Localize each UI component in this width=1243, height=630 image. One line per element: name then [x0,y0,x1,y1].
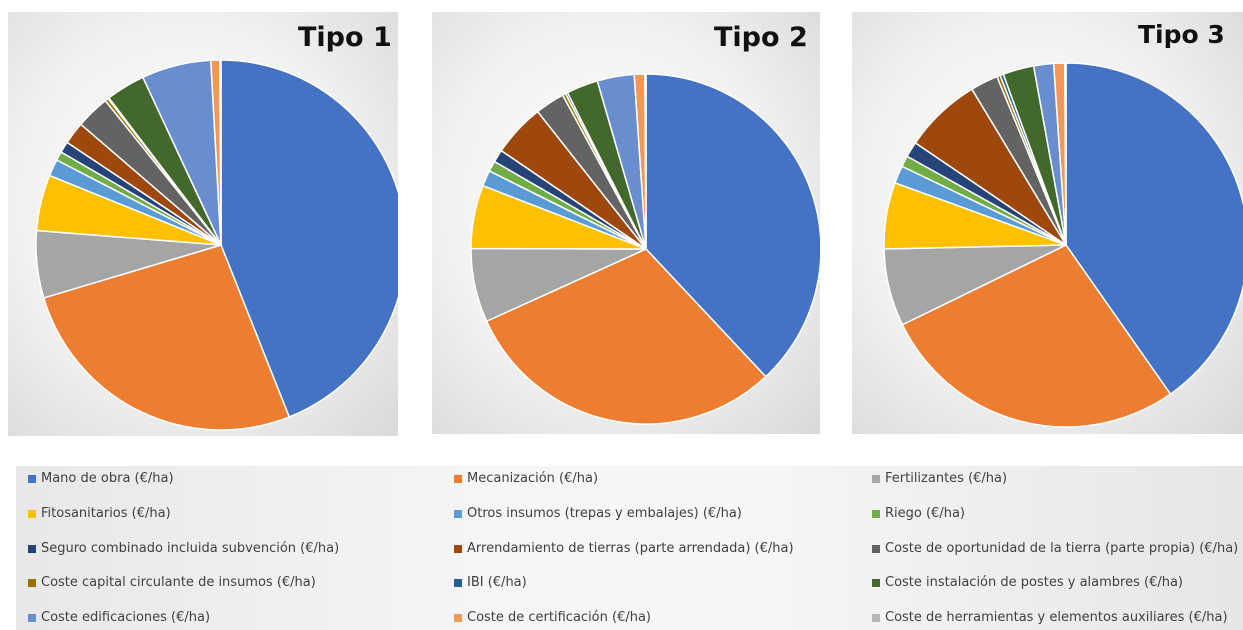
legend-label: Coste de oportunidad de la tierra (parte… [885,541,1239,556]
legend-label: Arrendamiento de tierras (parte arrendad… [467,541,794,556]
chart-title: Tipo 3 [1138,20,1225,49]
chart-panel-tipo-1: Tipo 1 [8,12,398,436]
legend-swatch [454,613,462,622]
pie-slice [219,59,222,246]
legend-item: Coste instalación de postes y alambres (… [872,575,1183,590]
legend-swatch [28,474,36,483]
legend-swatch [454,544,462,553]
legend-item: Fertilizantes (€/ha) [872,471,1007,486]
pie-slice [645,73,820,378]
chart-title: Tipo 2 [714,22,808,53]
legend-swatch [872,474,880,483]
legend-swatch [28,613,36,622]
pie-chart-tipo-2 [470,73,820,425]
legend-swatch [872,578,880,587]
legend-label: Riego (€/ha) [885,506,965,521]
pie-slice [1065,62,1243,395]
pie-chart-tipo-1 [35,59,398,431]
legend-label: Mano de obra (€/ha) [41,471,174,486]
legend-label: Fitosanitarios (€/ha) [41,506,171,521]
pie-slice [644,73,647,250]
legend-label: Seguro combinado incluida subvención (€/… [41,541,340,556]
legend-item: Seguro combinado incluida subvención (€/… [28,541,339,556]
legend-item: Coste edificaciones (€/ha) [28,610,210,625]
legend-label: Fertilizantes (€/ha) [885,471,1008,486]
legend-swatch [454,509,462,518]
legend-item: Riego (€/ha) [872,506,965,521]
legend-item: Coste capital circulante de insumos (€/h… [28,575,316,590]
pie-chart-tipo-3 [883,62,1243,428]
legend-item: Coste de oportunidad de la tierra (parte… [872,541,1238,556]
legend-label: Coste instalación de postes y alambres (… [885,575,1183,590]
legend-item: Coste de certificación (€/ha) [454,610,651,625]
legend-label: Coste de herramientas y elementos auxili… [885,610,1228,625]
pie-slice [220,59,398,418]
legend-label: IBI (€/ha) [467,575,527,590]
legend-label: Coste de certificación (€/ha) [467,610,651,625]
legend: Mano de obra (€/ha) Mecanización (€/ha) Fe… [16,466,1243,630]
legend-swatch [28,578,36,587]
pie-slice [42,244,290,431]
legend-swatch [872,544,880,553]
legend-swatch [454,474,462,483]
legend-label: Otros insumos (trepas y embalajes) (€/ha… [467,506,742,521]
legend-swatch [872,509,880,518]
legend-swatch [28,509,36,518]
legend-item: Coste de herramientas y elementos auxili… [872,610,1228,625]
legend-item: IBI (€/ha) [454,575,527,590]
legend-label: Coste edificaciones (€/ha) [41,610,211,625]
legend-swatch [454,578,462,587]
legend-label: Coste capital circulante de insumos (€/h… [41,575,316,590]
legend-item: Mecanización (€/ha) [454,471,598,486]
legend-swatch [28,544,36,553]
legend-swatch [872,613,880,622]
legend-item: Fitosanitarios (€/ha) [28,506,171,521]
pie-slice [485,248,767,425]
chart-panel-tipo-2: Tipo 2 [432,12,820,434]
legend-item: Arrendamiento de tierras (parte arrendad… [454,541,794,556]
pie-slice [1064,62,1067,246]
legend-label: Mecanización (€/ha) [467,471,599,486]
legend-item: Mano de obra (€/ha) [28,471,174,486]
chart-panel-tipo-3: Tipo 3 [852,12,1243,434]
chart-title: Tipo 1 [298,22,392,53]
legend-item: Otros insumos (trepas y embalajes) (€/ha… [454,506,742,521]
pie-slice [901,244,1172,428]
